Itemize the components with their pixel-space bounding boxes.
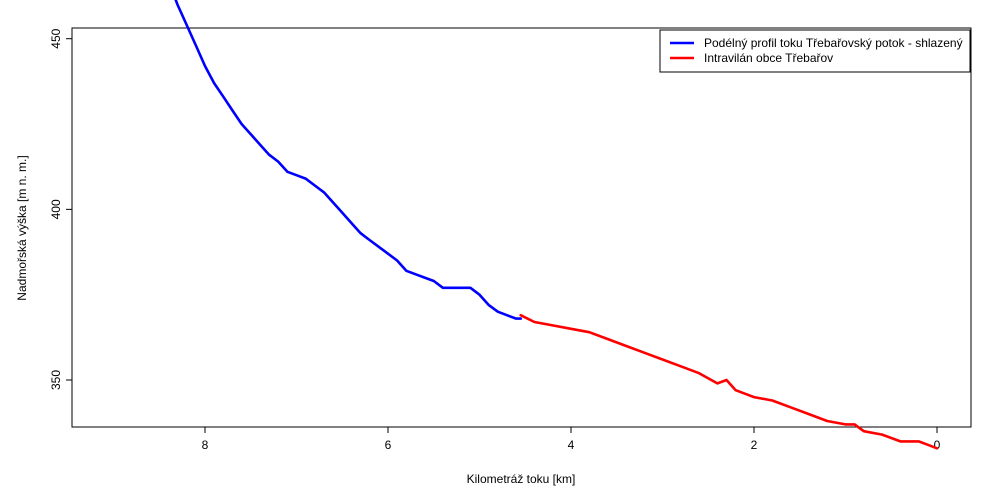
legend-label-profile: Podélný profil toku Třebařovský potok - … bbox=[704, 36, 963, 50]
legend-label-intravilan: Intravilán obce Třebařov bbox=[704, 51, 833, 65]
series-line-intravilan bbox=[519, 313, 939, 450]
x-tick-label: 0 bbox=[934, 438, 941, 452]
x-tick-label: 8 bbox=[202, 438, 209, 452]
legend: Podélný profil toku Třebařovský potok - … bbox=[659, 29, 971, 73]
y-tick-label: 400 bbox=[49, 199, 63, 219]
x-tick-label: 2 bbox=[751, 438, 758, 452]
y-tick-label: 450 bbox=[49, 28, 63, 48]
series-layer bbox=[174, 0, 939, 450]
x-axis-label: Kilometráž toku [km] bbox=[467, 472, 576, 486]
x-axis: 8 6 4 2 0 bbox=[202, 427, 941, 452]
y-axis: 550500450400350 bbox=[49, 28, 72, 390]
plot-area bbox=[71, 27, 972, 428]
legend-box bbox=[659, 29, 971, 73]
x-tick-label: 6 bbox=[385, 438, 392, 452]
y-tick-label: 350 bbox=[49, 370, 63, 390]
series-line-profile bbox=[174, 0, 523, 320]
x-tick-label: 4 bbox=[568, 438, 575, 452]
y-axis-label: Nadmořská výška [m n. m.] bbox=[15, 155, 29, 300]
